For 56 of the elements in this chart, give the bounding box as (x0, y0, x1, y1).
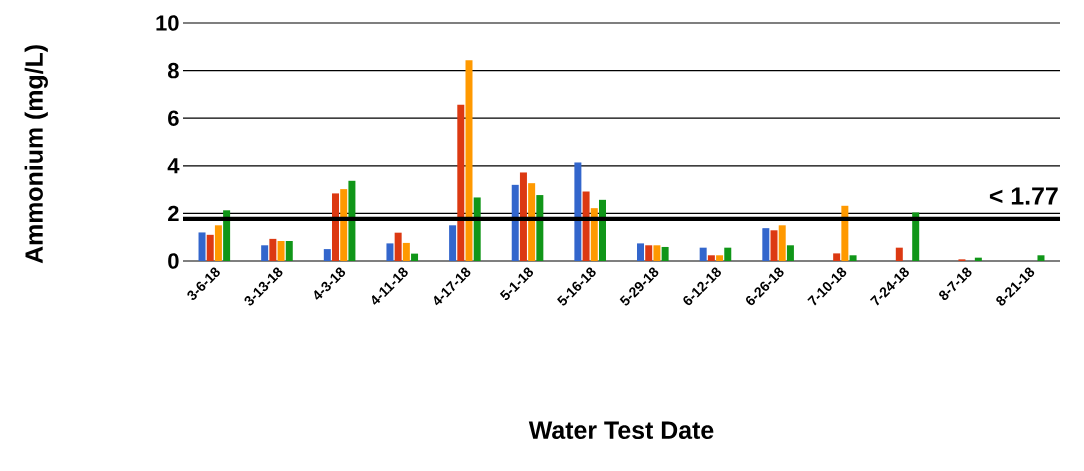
bar (653, 245, 661, 261)
bar (348, 180, 356, 261)
bar (473, 197, 481, 261)
bar (841, 205, 849, 261)
bar (269, 238, 277, 261)
bar (323, 249, 331, 261)
bar (699, 247, 707, 261)
y-tick-label: 0 (168, 253, 179, 269)
bar (598, 199, 606, 261)
bar (519, 172, 527, 261)
ref-line-label: < 1.77 (989, 187, 1058, 205)
y-tick-label: 10 (156, 15, 179, 31)
y-tick-label: 2 (168, 205, 179, 222)
bar (1037, 255, 1045, 261)
bar (574, 162, 582, 261)
bar (716, 255, 724, 261)
y-axis-title: Ammonium (mg/L) (24, 45, 48, 264)
bar (394, 232, 402, 261)
bar (786, 245, 794, 261)
bar (340, 189, 348, 261)
bar (402, 242, 410, 261)
bar (849, 255, 857, 261)
bar (277, 241, 285, 261)
bar (833, 253, 841, 261)
y-tick-label: 6 (168, 110, 179, 126)
bar (724, 247, 732, 261)
bar (386, 243, 394, 261)
bar (528, 183, 536, 261)
bar (411, 253, 419, 261)
bar (536, 195, 544, 261)
bar (449, 225, 457, 261)
bar (637, 243, 645, 261)
bar (661, 246, 669, 261)
x-axis-title: Water Test Date (528, 421, 714, 439)
bar (762, 228, 770, 261)
bar (511, 184, 519, 261)
bar (223, 210, 231, 261)
bar (778, 225, 786, 261)
bar (582, 191, 590, 261)
bar (214, 225, 222, 261)
bar (457, 104, 465, 261)
bar (770, 230, 778, 261)
bar (912, 212, 920, 261)
bar (465, 60, 473, 261)
bar (261, 245, 269, 261)
bar (895, 247, 903, 261)
bar (707, 255, 715, 261)
bar (645, 245, 653, 261)
y-tick-label: 4 (167, 158, 180, 174)
bar (974, 257, 982, 261)
bar (206, 234, 214, 261)
bar (285, 241, 293, 261)
y-tick-label: 8 (167, 62, 179, 79)
bar (198, 232, 206, 261)
bar (332, 193, 340, 261)
bar (590, 208, 598, 261)
